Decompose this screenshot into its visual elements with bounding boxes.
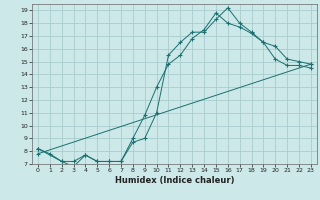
X-axis label: Humidex (Indice chaleur): Humidex (Indice chaleur) [115,176,234,185]
